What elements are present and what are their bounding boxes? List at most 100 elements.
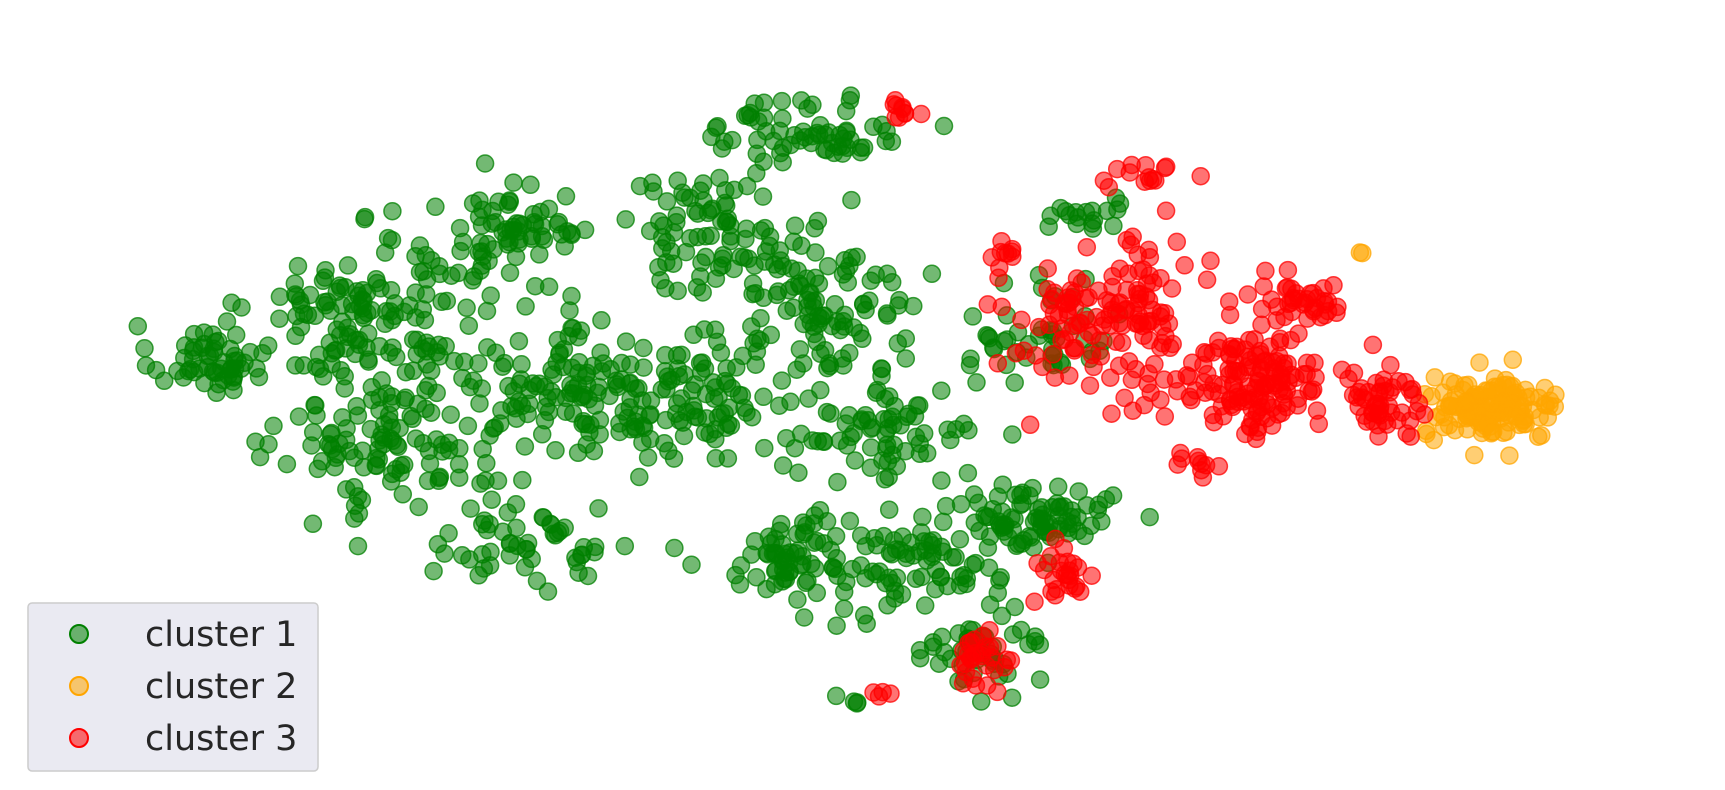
scatter-point: [498, 195, 518, 214]
scatter-point: [1156, 201, 1176, 221]
scatter-point: [672, 345, 691, 365]
scatter-point: [992, 502, 1012, 521]
scatter-point: [1020, 415, 1040, 435]
scatter-point: [337, 480, 356, 499]
scatter-point: [742, 407, 762, 427]
scatter-point: [1489, 401, 1509, 421]
scatter-point: [794, 354, 813, 373]
scatter-point: [1163, 334, 1182, 354]
series-cluster-3: [864, 91, 1434, 706]
scatter-point: [818, 256, 838, 276]
scatter-point: [721, 227, 740, 246]
scatter-point: [589, 499, 608, 518]
scatter-point: [513, 470, 532, 490]
scatter-point: [836, 414, 856, 433]
scatter-point: [516, 297, 535, 316]
scatter-point: [861, 438, 881, 457]
scatter-point: [441, 405, 460, 424]
scatter-point: [652, 380, 672, 399]
scatter-point: [1156, 157, 1176, 177]
scatter-point: [477, 520, 497, 540]
scatter-point: [232, 298, 251, 317]
scatter-point: [1066, 203, 1086, 222]
scatter-point: [1123, 401, 1143, 420]
scatter-point: [615, 536, 635, 556]
scatter-point: [1388, 410, 1407, 430]
scatter-point: [307, 357, 326, 377]
scatter-point: [1101, 368, 1120, 387]
scatter-point: [1540, 396, 1559, 415]
scatter-point: [1081, 516, 1101, 536]
scatter-point: [306, 396, 325, 415]
scatter-point: [1124, 302, 1143, 321]
scatter-point: [225, 359, 245, 378]
scatter-point: [958, 463, 978, 483]
scatter-point: [1082, 566, 1101, 585]
scatter-point: [546, 441, 565, 460]
scatter-point: [988, 682, 1007, 702]
scatter-point: [1066, 339, 1085, 358]
scatter-point: [630, 467, 649, 487]
scatter-point: [934, 116, 954, 136]
scatter-point: [868, 380, 887, 400]
scatter-point: [966, 676, 986, 695]
scatter-point: [135, 339, 154, 358]
scatter-point: [525, 276, 545, 296]
scatter-point: [1096, 490, 1116, 509]
scatter-point: [1415, 405, 1434, 424]
scatter-point: [1306, 298, 1325, 318]
scatter-point: [424, 561, 443, 581]
scatter-point: [1003, 625, 1023, 644]
scatter-point: [657, 233, 676, 252]
scatter-point: [1209, 457, 1229, 476]
scatter-point: [445, 351, 464, 371]
scatter-point: [496, 220, 516, 239]
scatter-point: [755, 438, 774, 458]
scatter-point: [1252, 315, 1271, 335]
scatter-point: [535, 411, 555, 430]
scatter-point: [837, 122, 856, 142]
scatter-point: [470, 394, 489, 413]
scatter-point: [340, 324, 360, 344]
scatter-point: [526, 376, 546, 396]
scatter-point: [1079, 288, 1098, 307]
scatter-point: [1238, 285, 1258, 304]
scatter-point: [781, 392, 800, 412]
scatter-point: [371, 279, 390, 298]
scatter-point: [439, 524, 458, 543]
scatter-point: [416, 381, 435, 400]
scatter-point: [774, 569, 794, 588]
scatter-point: [655, 361, 675, 381]
scatter-point: [1162, 279, 1182, 298]
scatter-point: [449, 263, 468, 283]
scatter-point: [933, 512, 953, 532]
scatter-point: [706, 269, 726, 288]
scatter-point: [906, 427, 926, 447]
scatter-point: [980, 620, 999, 640]
scatter-point: [938, 576, 957, 596]
scatter-point: [963, 307, 983, 326]
scatter-point: [784, 232, 803, 252]
scatter-point: [826, 526, 846, 546]
scatter-point: [375, 243, 395, 262]
scatter-point: [872, 359, 891, 378]
scatter-point: [1052, 319, 1072, 338]
scatter-point: [805, 219, 824, 238]
scatter-point: [1070, 313, 1089, 333]
scatter-point: [668, 281, 687, 301]
scatter-point: [1171, 443, 1190, 463]
scatter-point: [1523, 400, 1543, 420]
scatter-point: [381, 472, 401, 491]
scatter-point: [969, 493, 988, 513]
scatter-point: [840, 511, 860, 531]
scatter-point: [473, 439, 492, 459]
scatter-point: [270, 287, 290, 307]
scatter-point: [761, 325, 781, 345]
scatter-point: [789, 463, 808, 482]
scatter-point: [732, 386, 752, 405]
scatter-point: [1425, 368, 1445, 387]
scatter-point: [584, 441, 604, 461]
scatter-point: [326, 340, 346, 360]
scatter-point: [1254, 277, 1273, 296]
scatter-point: [744, 334, 763, 353]
